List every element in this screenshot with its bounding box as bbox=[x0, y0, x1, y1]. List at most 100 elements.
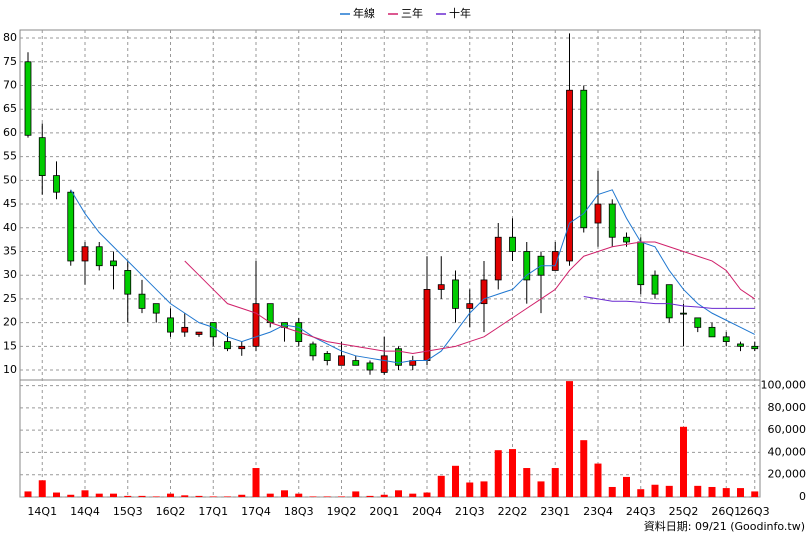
volume-bar bbox=[295, 493, 303, 497]
candle-body bbox=[352, 360, 360, 366]
volume-bar bbox=[266, 493, 274, 497]
x-tick-label: 23Q1 bbox=[540, 505, 570, 518]
candle-body bbox=[380, 355, 388, 373]
volume-bar bbox=[352, 491, 360, 497]
candle-body bbox=[466, 303, 474, 309]
y2-tick-label: 80,000 bbox=[768, 401, 807, 414]
y2-tick-label: 40,000 bbox=[768, 445, 807, 458]
volume-bar bbox=[224, 496, 231, 497]
y-tick-label: 45 bbox=[3, 197, 17, 210]
volume-bar bbox=[95, 493, 103, 497]
candle-body bbox=[95, 246, 103, 267]
plot-frame bbox=[19, 29, 761, 498]
candle-body bbox=[722, 336, 730, 342]
volume-bar bbox=[651, 484, 659, 497]
volume-bar bbox=[309, 496, 317, 497]
candle-body bbox=[252, 303, 260, 347]
volume-bar bbox=[452, 465, 459, 497]
y-tick-label: 50 bbox=[3, 173, 17, 186]
volume-bar bbox=[409, 493, 417, 497]
y-tick-label: 80 bbox=[3, 31, 17, 44]
candle-body bbox=[608, 203, 616, 238]
volume-bar bbox=[594, 463, 602, 497]
candle-body bbox=[551, 251, 559, 271]
candle-body bbox=[637, 241, 645, 286]
volume-bar bbox=[181, 495, 189, 497]
candle-body bbox=[266, 303, 274, 324]
y-tick-label: 35 bbox=[3, 244, 17, 257]
candle-body bbox=[694, 317, 702, 328]
candle-body bbox=[138, 293, 146, 309]
y-tick-label: 70 bbox=[3, 78, 17, 91]
candle-body bbox=[580, 89, 588, 229]
legend-label: 十年 bbox=[449, 6, 471, 20]
volume-bar bbox=[395, 490, 402, 497]
candle-body bbox=[167, 317, 174, 333]
x-tick-label: 19Q2 bbox=[327, 505, 357, 518]
candle-body bbox=[523, 251, 531, 281]
volume-bar bbox=[238, 494, 246, 497]
volume-bar bbox=[509, 449, 516, 497]
candle-body bbox=[53, 175, 60, 193]
y-tick-label: 75 bbox=[3, 55, 17, 68]
volume-bar bbox=[608, 486, 616, 497]
y-tick-label: 20 bbox=[3, 316, 17, 329]
candle-body bbox=[152, 303, 160, 314]
volume-bar bbox=[81, 490, 89, 497]
volume-bar bbox=[466, 482, 474, 497]
y-tick-label: 55 bbox=[3, 150, 17, 163]
candle-body bbox=[480, 279, 488, 305]
candle-body bbox=[110, 260, 117, 267]
candle-body bbox=[81, 246, 89, 262]
volume-bar bbox=[38, 480, 46, 497]
x-tick-label: 15Q3 bbox=[113, 505, 143, 518]
candle-body bbox=[124, 270, 132, 295]
candle-body bbox=[366, 362, 374, 371]
candle-body bbox=[195, 331, 203, 335]
y2-tick-label: 0 bbox=[799, 490, 806, 503]
volume-bar bbox=[323, 496, 331, 497]
y-tick-label: 25 bbox=[3, 292, 17, 305]
candle-body bbox=[651, 274, 659, 295]
x-tick-label: 25Q2 bbox=[669, 505, 699, 518]
volume-bar bbox=[67, 494, 75, 497]
y2-tick-label: 100,000 bbox=[761, 379, 807, 392]
volume-bar bbox=[551, 468, 559, 497]
volume-bar bbox=[751, 491, 759, 497]
candle-body bbox=[181, 326, 189, 333]
legend-label: 年線 bbox=[353, 6, 375, 20]
y2-tick-label: 20,000 bbox=[768, 468, 807, 481]
candle-body bbox=[509, 236, 516, 252]
volume-bar bbox=[694, 485, 702, 497]
candle-body bbox=[708, 326, 716, 338]
volume-bar bbox=[252, 468, 260, 497]
volume-bar bbox=[437, 475, 445, 497]
volume-bar bbox=[167, 493, 174, 497]
candle-body bbox=[38, 137, 46, 176]
volume-bar bbox=[523, 468, 531, 497]
candle-body bbox=[338, 355, 345, 366]
candle-body bbox=[209, 322, 217, 338]
volume-bar bbox=[24, 491, 32, 497]
volume-bar bbox=[708, 486, 716, 497]
y-tick-label: 30 bbox=[3, 268, 17, 281]
volume-bar bbox=[338, 496, 345, 497]
x-tick-label: 24Q3 bbox=[626, 505, 656, 518]
volume-bar bbox=[195, 495, 203, 497]
y-tick-label: 10 bbox=[3, 363, 17, 376]
y-tick-label: 65 bbox=[3, 102, 17, 115]
candle-body bbox=[395, 348, 402, 366]
x-tick-label: 22Q2 bbox=[498, 505, 528, 518]
volume-bar bbox=[423, 492, 431, 497]
candle-body bbox=[623, 236, 630, 243]
x-tick-label: 14Q1 bbox=[27, 505, 57, 518]
ma-line bbox=[184, 241, 756, 354]
volume-bar bbox=[110, 493, 117, 497]
candle-body bbox=[751, 345, 759, 350]
legend-label: 三年 bbox=[401, 6, 423, 20]
candle-body bbox=[238, 345, 246, 350]
volume-bar bbox=[152, 496, 160, 497]
volume-bar bbox=[281, 490, 288, 497]
candle-body bbox=[224, 341, 231, 350]
